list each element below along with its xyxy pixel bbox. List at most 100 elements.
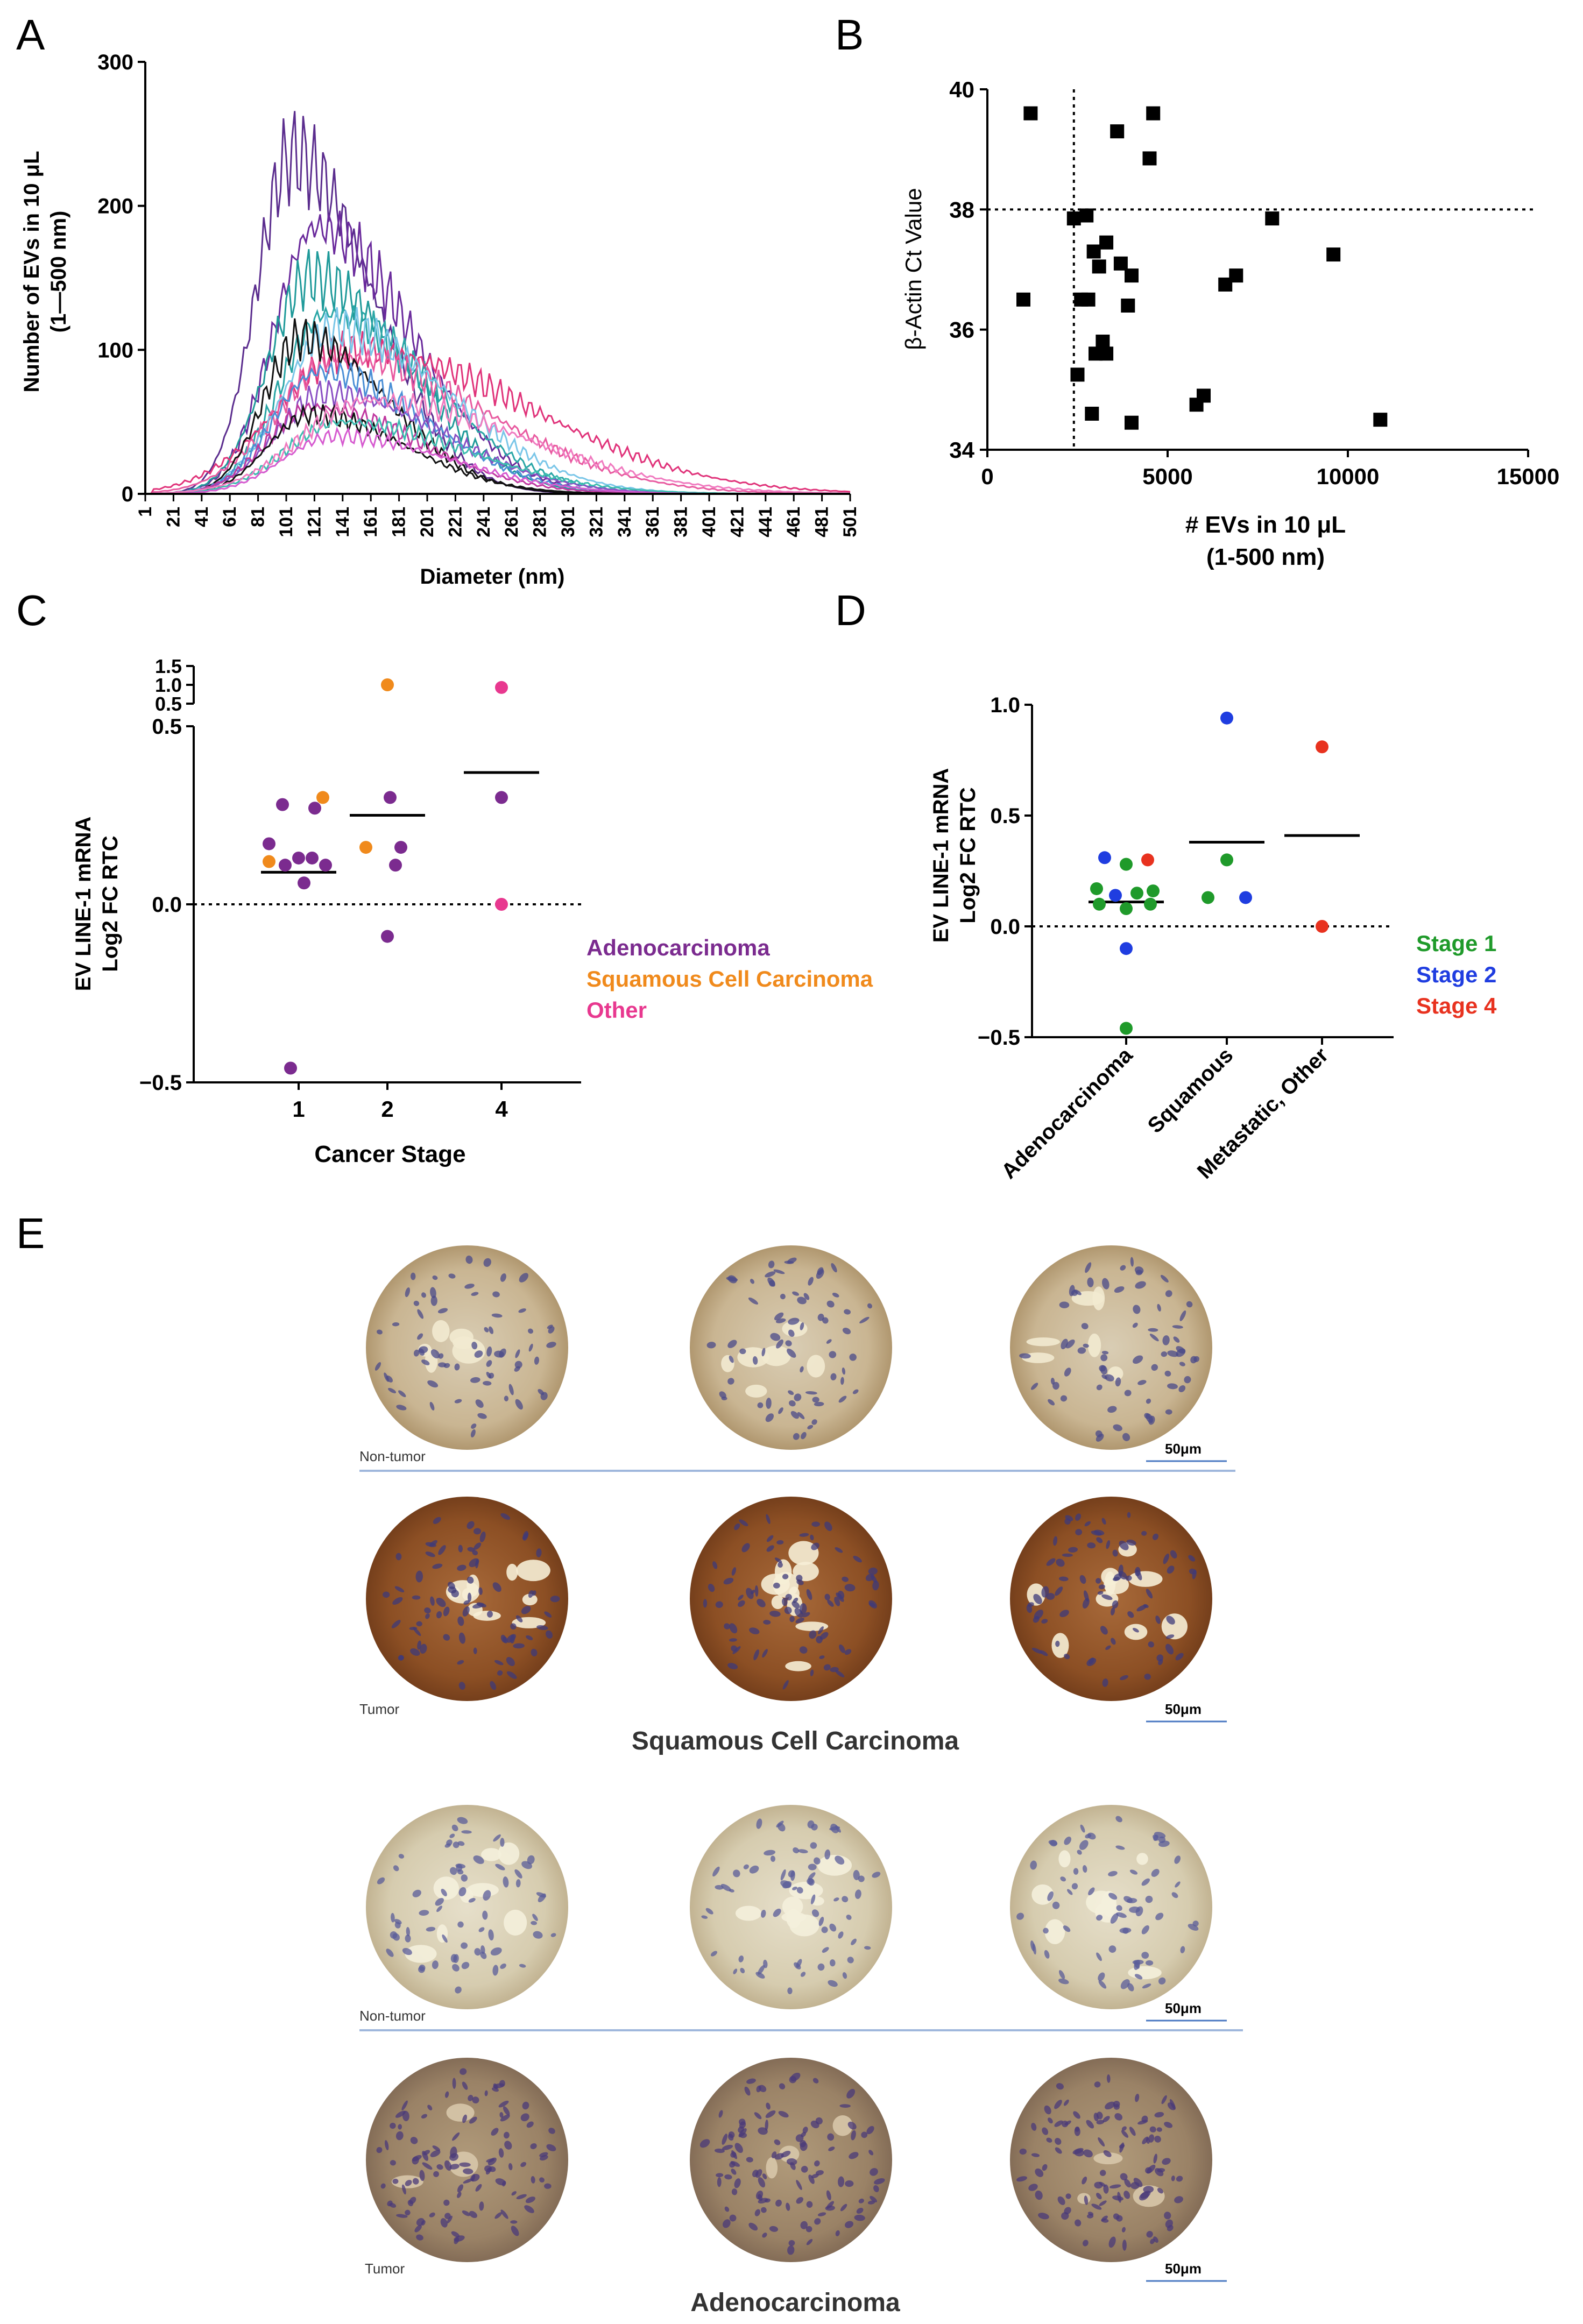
tissue-texture-nucleus	[716, 2173, 724, 2178]
tissue-texture-nucleus	[761, 2207, 767, 2213]
tissue-texture-nucleus	[546, 1630, 553, 1639]
tissue-texture-nucleus	[750, 1279, 754, 1284]
chart-d-point	[1147, 884, 1160, 898]
tissue-texture-nucleus	[504, 1395, 508, 1402]
chart-b-point	[1092, 259, 1106, 274]
tissue-texture-nucleus	[1173, 1336, 1180, 1343]
tissue-texture-nucleus	[788, 1317, 800, 1325]
tissue-texture-nucleus	[461, 1961, 470, 1969]
tissue-texture-nucleus	[1143, 1604, 1149, 1609]
tissue-texture-nucleus	[1085, 1262, 1092, 1273]
tissue-texture-nucleus	[1148, 1641, 1154, 1648]
chart-c-point	[306, 851, 319, 865]
tissue-texture-nucleus	[418, 1346, 428, 1354]
tissue-texture-nucleus	[762, 2233, 767, 2238]
tissue-texture-nucleus	[739, 1519, 748, 1527]
tissue-texture-nucleus	[539, 2152, 548, 2157]
tissue-texture-nucleus	[1116, 1905, 1122, 1911]
tissue-texture-space	[789, 1881, 823, 1900]
tissue-texture-nucleus	[1098, 1584, 1105, 1590]
tissue-texture-nucleus	[819, 1655, 825, 1659]
tissue-texture-nucleus	[766, 1514, 771, 1524]
tissue-texture-nucleus	[454, 1363, 460, 1371]
tissue-texture-nucleus	[502, 2180, 506, 2187]
chart-a-x-tick-label: 61	[220, 507, 240, 527]
tissue-texture-nucleus	[457, 2192, 462, 2198]
tissue-texture-space	[1128, 1966, 1162, 1980]
tissue-texture-nucleus	[1167, 1565, 1175, 1574]
tissue-texture-nucleus	[722, 2134, 727, 2145]
tissue-texture-nucleus	[1080, 1824, 1085, 1833]
tissue-texture-nucleus	[851, 1938, 857, 1945]
tissue-texture-nucleus	[1149, 2126, 1156, 2132]
tissue-texture-nucleus	[842, 1367, 846, 1375]
tissue-texture-nucleus	[782, 1574, 789, 1579]
tissue-texture-space	[832, 2115, 853, 2136]
tissue-texture-nucleus	[1162, 2158, 1171, 2165]
tissue-texture-nucleus	[1166, 1616, 1175, 1625]
tissue-texture-nucleus	[1055, 2138, 1062, 2145]
tissue-texture-nucleus	[486, 1360, 492, 1367]
tissue-texture-nucleus	[500, 1273, 506, 1282]
tissue-texture-nucleus	[463, 2168, 474, 2174]
tissue-texture-nucleus	[427, 1380, 439, 1388]
tissue-texture-space	[432, 1320, 450, 1342]
tissue-texture-nucleus	[1091, 2203, 1102, 2210]
tissue-texture-nucleus	[794, 1393, 802, 1401]
tissue-texture-nucleus	[1073, 1289, 1082, 1295]
tissue-texture-nucleus	[819, 1632, 829, 1640]
tissue-texture-space	[745, 1384, 767, 1398]
tissue-texture-nucleus	[1135, 1569, 1142, 1581]
tissue-texture-nucleus	[1164, 1370, 1171, 1377]
tissue-texture-nucleus	[810, 1669, 814, 1676]
tissue-texture-nucleus	[868, 2150, 874, 2156]
tissue-texture-nucleus	[398, 1854, 405, 1859]
chart-d-y-tick-label: −0.5	[978, 1026, 1020, 1050]
chart-a-x-tick-label: 161	[361, 507, 381, 537]
tissue-texture-nucleus	[500, 1963, 506, 1969]
tissue-texture-nucleus	[805, 2226, 812, 2233]
tissue-texture-nucleus	[490, 1947, 502, 1956]
chart-d-points	[1089, 711, 1360, 1035]
tissue-texture-nucleus	[490, 1681, 497, 1690]
tissue-texture-space	[1058, 1850, 1071, 1868]
tissue-texture-nucleus	[1113, 1573, 1122, 1581]
tissue-texture-nucleus	[1033, 1593, 1042, 1604]
tissue-texture-nucleus	[854, 2214, 865, 2221]
chart-d-y-tick-label: 0.0	[990, 915, 1020, 939]
tissue-texture-space	[735, 1905, 762, 1921]
tissue-texture-nucleus	[1155, 1912, 1164, 1921]
tissue-texture-nucleus	[412, 2178, 419, 2185]
tissue-texture-nucleus	[536, 1548, 542, 1557]
tissue-texture-nucleus	[787, 1987, 793, 1994]
chart-d-y-label-line2: Log2 FC RTC	[956, 787, 980, 923]
tissue-texture-nucleus	[441, 1889, 447, 1897]
tissue-texture-nucleus	[430, 1287, 436, 1299]
tissue-texture-nucleus	[769, 2226, 779, 2232]
tissue-texture-nucleus	[477, 1413, 487, 1419]
tissue-texture-nucleus	[1098, 1972, 1105, 1981]
tissue-texture-nucleus	[469, 2210, 477, 2219]
chart-c-point	[495, 898, 508, 911]
tissue-texture-nucleus	[454, 1399, 462, 1404]
chart-a-x-tick-label: 421	[727, 507, 747, 537]
tissue-texture-nucleus	[503, 1636, 508, 1643]
tissue-texture-nucleus	[544, 2183, 552, 2189]
tissue-texture-nucleus	[526, 2121, 534, 2128]
tissue-texture-nucleus	[849, 2152, 859, 2159]
chart-d-point	[1098, 851, 1111, 865]
tissue-texture-nucleus	[787, 1257, 797, 1264]
tissue-texture-nucleus	[1064, 1368, 1071, 1377]
chart-a-x-tick-label: 441	[755, 507, 776, 537]
tissue-texture-nucleus	[826, 1339, 832, 1344]
tissue-texture-nucleus	[806, 2239, 813, 2245]
tissue-texture-nucleus	[1144, 1674, 1151, 1680]
tissue-texture-nucleus	[1161, 2095, 1167, 2105]
tissue-texture-nucleus	[1077, 1850, 1082, 1855]
tissue-texture-nucleus	[830, 1373, 837, 1380]
tissue-texture-nucleus	[838, 1931, 844, 1939]
tissue-texture-nucleus	[396, 2214, 408, 2218]
tissue-texture-nucleus	[513, 1643, 525, 1649]
tissue-texture-nucleus	[438, 1545, 446, 1555]
tissue-texture-space	[1051, 1633, 1069, 1658]
